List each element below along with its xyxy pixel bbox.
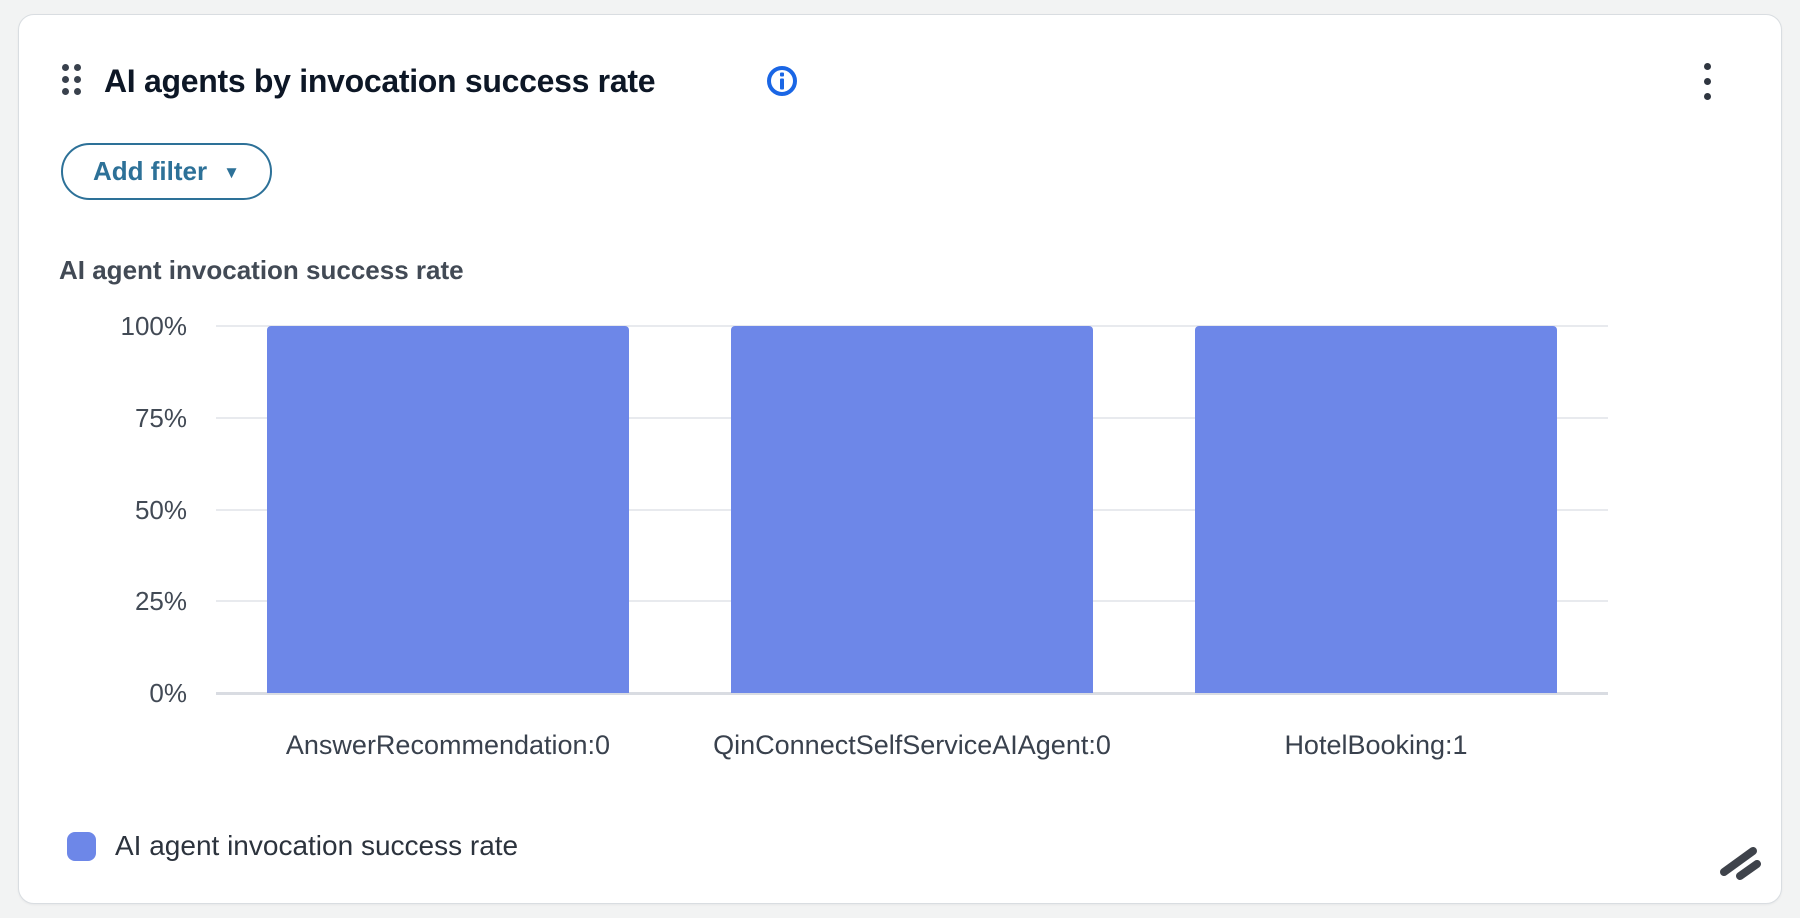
kebab-menu-icon[interactable] bbox=[1687, 59, 1727, 103]
bar[interactable] bbox=[730, 326, 1094, 693]
info-icon[interactable] bbox=[766, 65, 798, 97]
y-axis-tick: 0% bbox=[149, 678, 187, 708]
y-axis-tick: 100% bbox=[120, 311, 188, 341]
legend-item[interactable]: AI agent invocation success rate bbox=[67, 829, 518, 863]
y-axis-tick: 50% bbox=[134, 494, 187, 525]
x-axis-label: QinConnectSelfServiceAIAgent:0 bbox=[713, 730, 1111, 760]
y-axis-tick: 25% bbox=[134, 586, 187, 617]
resize-grip-icon[interactable] bbox=[1717, 839, 1763, 881]
drag-handle-icon[interactable] bbox=[58, 61, 84, 97]
y-axis-tick: 75% bbox=[134, 402, 187, 433]
x-axis-label: AnswerRecommendation:0 bbox=[285, 730, 611, 760]
legend-label: AI agent invocation success rate bbox=[115, 830, 519, 861]
bar-chart: AnswerRecommendation:0 QinConnectSelfServ… bbox=[19, 313, 1781, 776]
plot-area: AnswerRecommendation:0 QinConnectSelfServ… bbox=[216, 325, 1608, 760]
widget-card: AI agents by invocation success rate Add… bbox=[18, 14, 1782, 904]
chevron-down-icon: ▼ bbox=[223, 163, 240, 182]
info-icon-glyph bbox=[767, 66, 797, 96]
x-axis-baseline bbox=[216, 692, 1608, 695]
add-filter-label: Add filter bbox=[93, 156, 208, 186]
chart-title: AI agent invocation success rate bbox=[59, 255, 464, 285]
x-axis-label: HotelBooking:1 bbox=[1284, 730, 1468, 760]
widget-header: AI agents by invocation success rate bbox=[58, 59, 1745, 103]
bar[interactable] bbox=[1194, 326, 1558, 693]
add-filter-button[interactable]: Add filter ▼ bbox=[61, 143, 272, 200]
legend-swatch bbox=[67, 831, 96, 861]
widget-title: AI agents by invocation success rate bbox=[104, 63, 656, 99]
bar[interactable] bbox=[266, 326, 630, 693]
